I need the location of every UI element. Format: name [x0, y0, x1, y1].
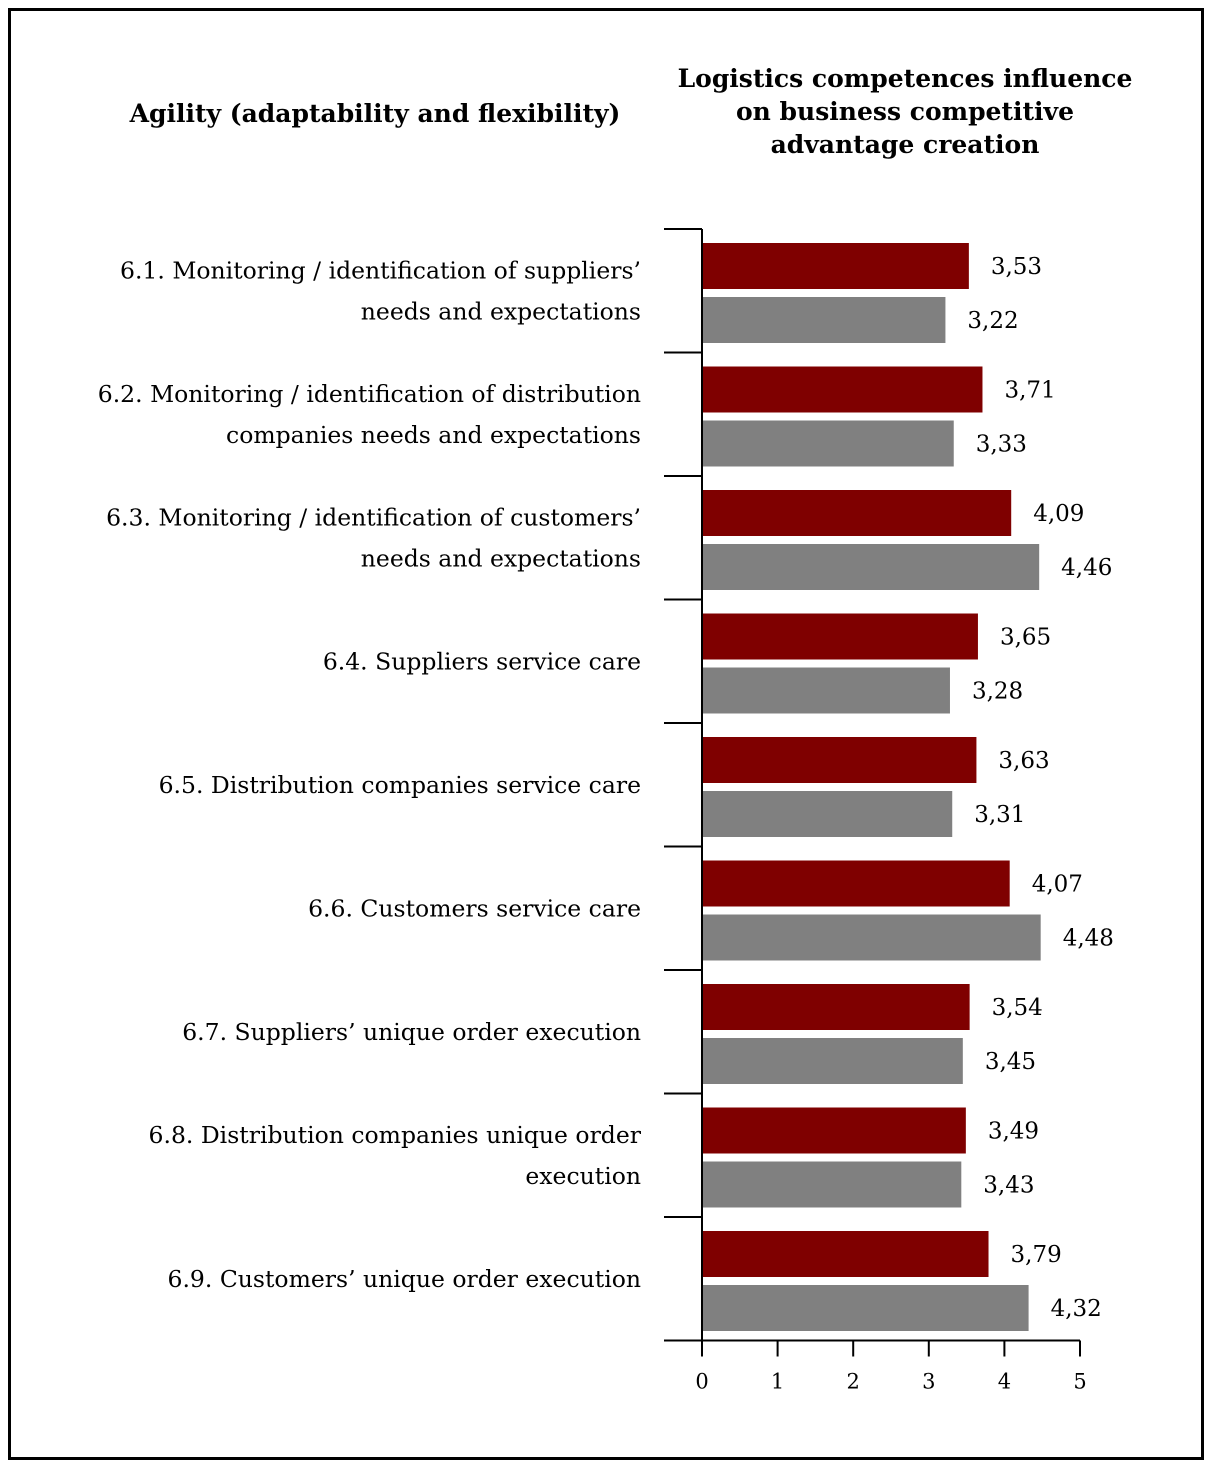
bar-series-1 — [703, 366, 983, 413]
right-heading: Logistics competences influence on busin… — [677, 64, 1133, 159]
value-label-series-1: 3,49 — [988, 1119, 1039, 1145]
bar-series-1 — [703, 490, 1012, 536]
bar-series-1 — [703, 984, 970, 1030]
category-label: execution — [525, 1162, 641, 1190]
value-label-series-2: 3,22 — [967, 308, 1018, 334]
category-label: 6.9. Customers’ unique order execution — [168, 1265, 642, 1293]
value-label-series-2: 3,43 — [983, 1173, 1034, 1199]
bar-series-2 — [703, 1161, 962, 1208]
bar-series-2 — [703, 297, 946, 343]
category-label: 6.6. Customers service care — [308, 894, 641, 922]
category-label: 6.1. Monitoring / identification of supp… — [120, 256, 641, 284]
category-label: needs and expectations — [361, 297, 641, 325]
bar-series-2 — [703, 1285, 1029, 1331]
x-tick-label: 2 — [847, 1370, 860, 1394]
bar-series-2 — [703, 1038, 963, 1084]
category-label: companies needs and expectations — [226, 421, 641, 449]
bar-series-2 — [703, 544, 1040, 590]
value-label-series-1: 3,63 — [998, 748, 1049, 774]
bar-series-1 — [703, 613, 978, 660]
value-label-series-2: 4,46 — [1061, 555, 1112, 581]
category-label: 6.3. Monitoring / identification of cust… — [106, 503, 641, 531]
chart-frame — [8, 8, 1204, 1460]
category-label: 6.2. Monitoring / identification of dist… — [98, 380, 641, 408]
value-label-series-2: 3,28 — [972, 679, 1023, 705]
bar-series-1 — [703, 243, 969, 289]
bar-series-1 — [703, 860, 1010, 907]
value-label-series-1: 4,07 — [1032, 872, 1083, 898]
value-label-series-1: 3,71 — [1004, 378, 1055, 404]
left-heading: Agility (adaptability and flexibility) — [129, 99, 621, 128]
bar-series-2 — [703, 914, 1041, 961]
value-label-series-1: 3,79 — [1011, 1242, 1062, 1268]
value-label-series-1: 3,53 — [991, 254, 1042, 280]
x-tick-label: 0 — [695, 1370, 708, 1394]
bar-series-1 — [703, 1231, 989, 1277]
bar-series-2 — [703, 667, 950, 714]
category-label: needs and expectations — [361, 544, 641, 572]
value-label-series-2: 3,31 — [974, 802, 1025, 828]
bar-series-1 — [703, 1107, 966, 1154]
category-label: 6.8. Distribution companies unique order — [149, 1121, 642, 1149]
category-label: 6.4. Suppliers service care — [323, 647, 641, 675]
bar-series-2 — [703, 420, 954, 467]
category-label: 6.5. Distribution companies service care — [159, 771, 641, 799]
bar-series-2 — [703, 791, 953, 837]
value-label-series-2: 3,45 — [985, 1049, 1036, 1075]
value-label-series-2: 3,33 — [976, 432, 1027, 458]
category-label: 6.7. Suppliers’ unique order execution — [182, 1018, 641, 1046]
value-label-series-1: 4,09 — [1033, 501, 1084, 527]
value-label-series-2: 4,48 — [1063, 926, 1114, 952]
bar-series-1 — [703, 737, 977, 783]
x-tick-label: 1 — [771, 1370, 784, 1394]
x-tick-label: 4 — [998, 1370, 1011, 1394]
value-label-series-1: 3,65 — [1000, 625, 1051, 651]
x-tick-label: 5 — [1073, 1370, 1086, 1394]
value-label-series-2: 4,32 — [1051, 1296, 1102, 1322]
value-label-series-1: 3,54 — [992, 995, 1043, 1021]
x-tick-label: 3 — [922, 1370, 935, 1394]
